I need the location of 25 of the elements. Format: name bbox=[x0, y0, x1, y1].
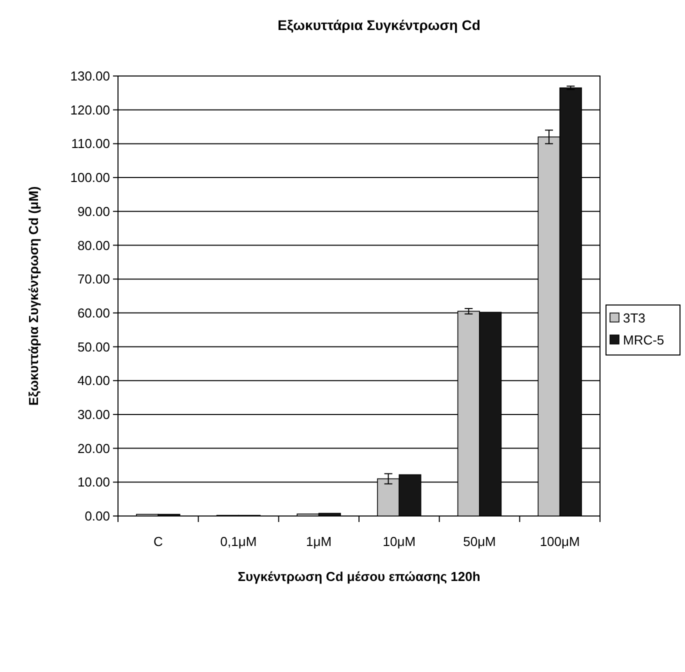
y-axis-title: Εξωκυττάρια Συγκέντρωση Cd (μM) bbox=[26, 186, 41, 406]
x-tick-label: 10μM bbox=[382, 534, 416, 549]
x-tick-label: C bbox=[153, 534, 163, 549]
y-tick-label: 30.00 bbox=[77, 407, 110, 422]
y-tick-label: 0.00 bbox=[84, 508, 110, 524]
x-tick-label: 1μM bbox=[306, 534, 332, 549]
y-tick-label: 130.00 bbox=[70, 68, 110, 84]
y-tick-label: 40.00 bbox=[77, 373, 110, 388]
y-tick-label: 110.00 bbox=[71, 136, 110, 152]
y-tick-label: 100.00 bbox=[70, 170, 110, 186]
x-tick-label: 0,1μM bbox=[220, 534, 257, 549]
legend-label: MRC-5 bbox=[623, 332, 664, 348]
x-tick-label: 100μM bbox=[540, 534, 580, 549]
chart-title: Εξωκυττάρια Συγκέντρωση Cd bbox=[278, 17, 480, 33]
x-axis-title: Συγκέντρωση Cd μέσου επώασης 120h bbox=[238, 569, 480, 584]
y-tick-label: 50.00 bbox=[77, 339, 110, 354]
y-tick-label: 70.00 bbox=[77, 272, 110, 287]
y-tick-label: 120.00 bbox=[70, 102, 110, 118]
y-tick-label: 20.00 bbox=[77, 440, 110, 456]
x-tick-label: 50μM bbox=[463, 534, 496, 549]
y-tick-label: 60.00 bbox=[77, 305, 110, 320]
y-tick-label: 90.00 bbox=[77, 204, 110, 219]
y-tick-label: 80.00 bbox=[77, 238, 110, 253]
legend-label: 3T3 bbox=[623, 310, 646, 326]
y-tick-label: 10.00 bbox=[77, 474, 110, 490]
